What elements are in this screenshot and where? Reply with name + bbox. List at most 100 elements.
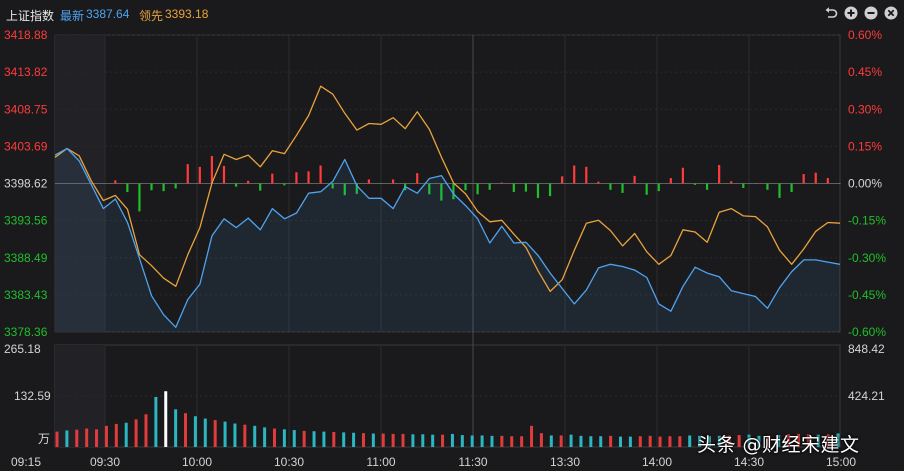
- breadth-up-bar: [271, 173, 274, 184]
- x-tick-label: 09:30: [90, 455, 120, 469]
- volume-bar-down: [411, 434, 415, 447]
- breadth-up-bar: [802, 174, 805, 184]
- volume-bar-up: [381, 433, 385, 447]
- leading-label: 领先: [139, 9, 164, 23]
- breadth-down-bar: [609, 183, 612, 190]
- undo-icon[interactable]: [824, 6, 838, 20]
- breadth-down-bar: [488, 183, 491, 190]
- breadth-down-bar: [283, 183, 286, 186]
- volume-bar-down: [263, 427, 267, 447]
- volume-bar-down: [342, 432, 346, 447]
- y-right-tick-label: -0.60%: [848, 325, 886, 339]
- breadth-down-bar: [524, 183, 527, 192]
- volume-bar-up: [332, 431, 336, 447]
- y-right-tick-label: -0.30%: [848, 251, 886, 265]
- volume-bar-down: [490, 435, 494, 447]
- breadth-up-bar: [730, 181, 733, 184]
- zoom-in-icon[interactable]: [844, 6, 858, 20]
- volume-bar-up: [806, 434, 810, 447]
- breadth-down-bar: [343, 183, 346, 196]
- breadth-up-bar: [247, 180, 250, 184]
- volume-bar-down: [431, 434, 435, 447]
- breadth-up-bar: [669, 178, 672, 184]
- x-tick-label: 10:30: [274, 455, 304, 469]
- volume-bar-down: [282, 429, 286, 447]
- breadth-up-bar: [367, 179, 370, 184]
- breadth-down-bar: [428, 183, 431, 195]
- volume-bar-up: [272, 428, 276, 447]
- y-left-tick-label: 3398.62: [4, 177, 48, 191]
- volume-bar-up: [658, 436, 662, 447]
- volume-bar-up: [243, 424, 247, 447]
- y-left-tick-label: 3393.56: [4, 214, 48, 228]
- series-line-latest: [54, 147, 841, 328]
- volume-bar-down: [470, 435, 474, 447]
- breadth-up-bar: [814, 172, 817, 184]
- volume-bar-up: [164, 391, 168, 447]
- volume-bar-up: [114, 423, 118, 447]
- volume-bar-up: [144, 414, 148, 447]
- breadth-down-bar: [536, 183, 540, 198]
- breadth-down-bar: [742, 183, 745, 188]
- breadth-down-bar: [657, 183, 660, 192]
- y-right-tick-label: 0.30%: [848, 102, 882, 116]
- volume-bar-down: [688, 435, 692, 447]
- volume-bar-up: [530, 425, 534, 447]
- volume-bar-down: [480, 435, 484, 447]
- volume-bar-up: [302, 430, 306, 447]
- volume-bar-up: [55, 431, 59, 447]
- volume-bar-up: [361, 433, 365, 447]
- breadth-down-bar: [355, 183, 358, 194]
- volume-bar-up: [678, 436, 682, 447]
- volume-bar-down: [836, 433, 840, 447]
- volume-bar-down: [450, 433, 454, 447]
- breadth-up-bar: [561, 176, 564, 184]
- volume-bar-up: [75, 429, 79, 447]
- volume-bar-down: [549, 435, 553, 447]
- volume-bar-down: [816, 434, 820, 447]
- volume-bar-up: [401, 433, 405, 447]
- breadth-up-bar: [319, 165, 322, 184]
- y-right-tick-label: 0.00%: [848, 177, 882, 191]
- x-tick-label: 13:30: [550, 455, 580, 469]
- volume-bar-up: [500, 435, 504, 447]
- volume-bar-down: [312, 431, 316, 447]
- zoom-out-icon[interactable]: [864, 6, 878, 20]
- volume-bar-up: [668, 436, 672, 447]
- x-tick-label: 10:00: [182, 455, 212, 469]
- breadth-up-bar: [222, 165, 226, 184]
- x-tick-label: 09:15: [11, 455, 41, 469]
- volume-bar-down: [223, 421, 227, 447]
- volume-bar-down: [757, 435, 761, 447]
- breadth-down-bar: [476, 183, 479, 195]
- y-left-tick-label: 3403.69: [4, 139, 48, 153]
- y-left-tick-label: 3408.75: [4, 102, 48, 116]
- volume-bar-up: [539, 433, 543, 447]
- leading-value: 3393.18: [165, 7, 209, 21]
- breadth-down-bar: [452, 183, 455, 200]
- breadth-up-bar: [295, 172, 298, 184]
- breadth-up-bar: [186, 164, 189, 184]
- breadth-up-bar: [573, 165, 576, 184]
- volume-bar-down: [371, 433, 375, 447]
- watermark-text: 头条 @财经宋建文: [697, 434, 860, 456]
- breadth-up-bar: [681, 167, 684, 184]
- latest-value: 3387.64: [86, 7, 130, 21]
- volume-bar-up: [520, 436, 524, 447]
- breadth-down-bar: [234, 183, 238, 187]
- y-right-tick-label: 0.45%: [848, 65, 882, 79]
- y-right-tick-label: -0.45%: [848, 288, 886, 302]
- volume-bar-down: [65, 430, 69, 447]
- volume-bar-up: [609, 435, 613, 447]
- breadth-up-bar: [633, 175, 636, 184]
- volume-bar-up: [134, 419, 138, 447]
- volume-bar-down: [292, 430, 296, 447]
- volume-unit-label: 万: [38, 432, 50, 446]
- close-icon[interactable]: [884, 6, 898, 20]
- volume-bar-up: [85, 428, 89, 447]
- volume-bar-down: [747, 434, 751, 447]
- volume-bar-up: [796, 433, 800, 447]
- volume-bar-down: [777, 435, 781, 447]
- breadth-down-bar: [331, 183, 334, 189]
